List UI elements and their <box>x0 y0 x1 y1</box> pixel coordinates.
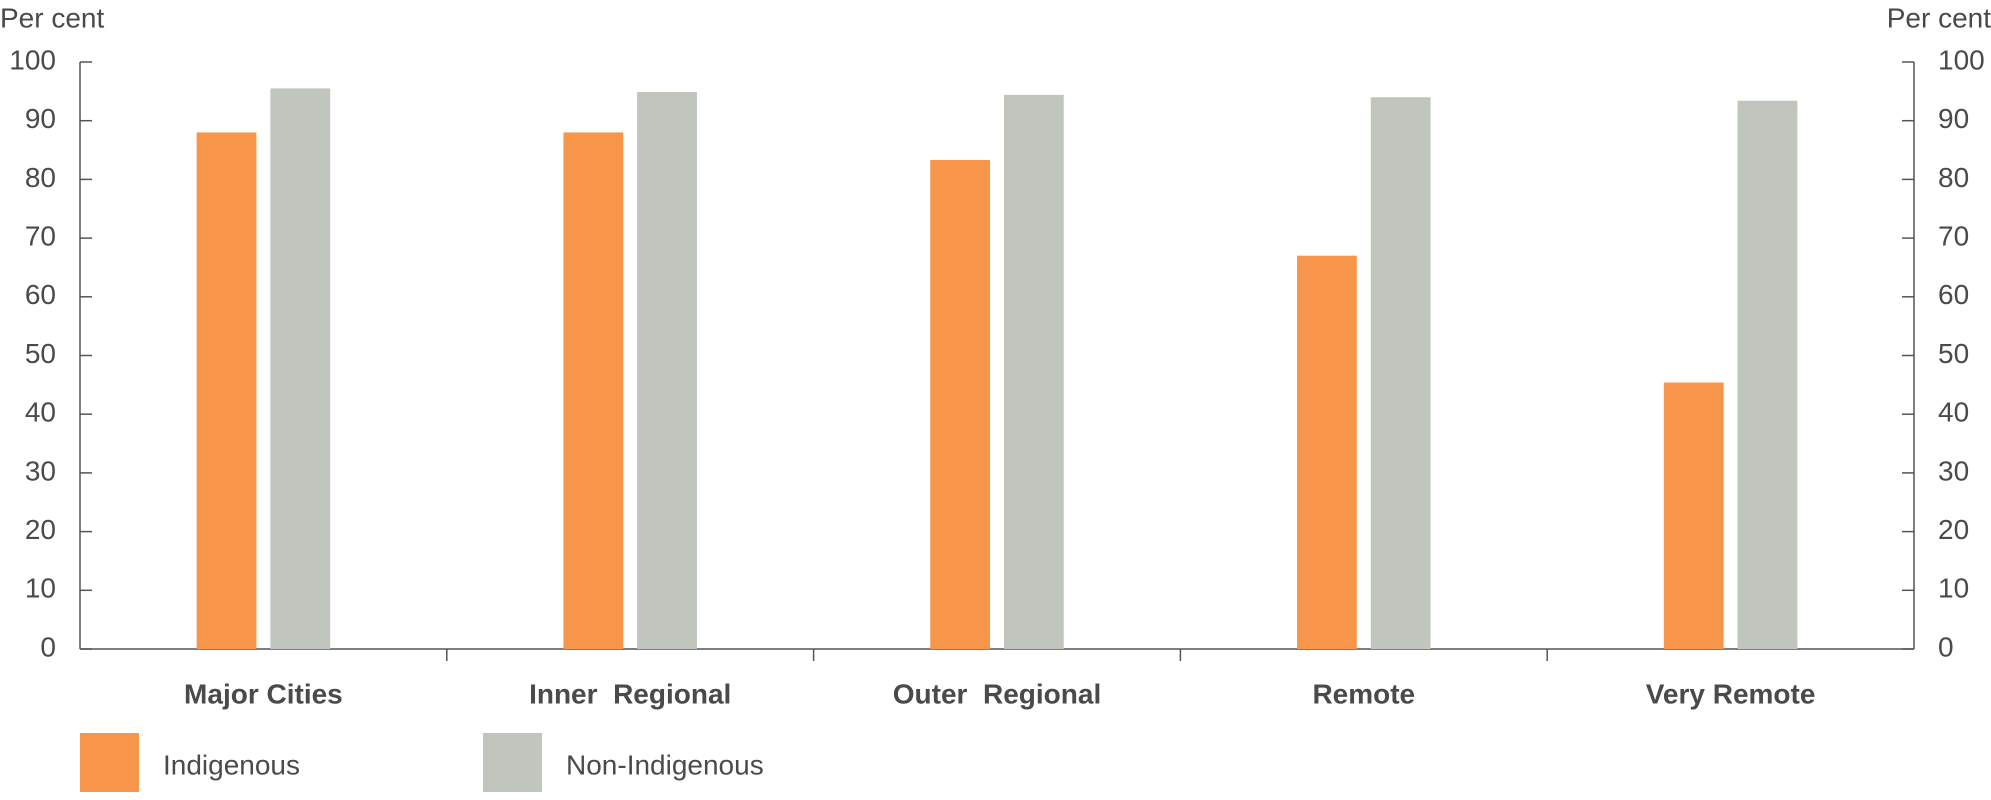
y-tick-label: 10 <box>25 573 56 604</box>
y2-tick-label: 60 <box>1938 279 1969 310</box>
y-tick-label: 40 <box>25 397 56 428</box>
y-tick-label: 50 <box>25 338 56 369</box>
bar <box>270 88 331 650</box>
y-tick-label: 30 <box>25 455 56 486</box>
y2-tick-label: 0 <box>1938 631 1954 662</box>
y2-tick-label: 20 <box>1938 514 1969 545</box>
y2-tick-label: 70 <box>1938 220 1969 251</box>
bar <box>563 132 624 649</box>
bar <box>1663 382 1724 649</box>
y-tick-label: 20 <box>25 514 56 545</box>
y-axis-label: Per cent <box>0 2 104 33</box>
y2-axis-label: Per cent <box>1887 2 1991 33</box>
legend-swatch <box>483 733 542 792</box>
x-tick-label: Remote <box>1312 678 1415 709</box>
y-tick-label: 70 <box>25 220 56 251</box>
y-tick-label: 80 <box>25 162 56 193</box>
y2-tick-label: 30 <box>1938 455 1969 486</box>
bar <box>1370 97 1431 650</box>
bar <box>1737 100 1798 649</box>
bar <box>1003 94 1064 649</box>
legend-label: Indigenous <box>163 749 300 780</box>
y-tick-label: 0 <box>40 631 56 662</box>
bar <box>196 132 257 649</box>
bar <box>930 160 991 650</box>
y-tick-label: 100 <box>9 44 56 75</box>
y2-tick-label: 100 <box>1938 44 1985 75</box>
y-tick-label: 90 <box>25 103 56 134</box>
y2-tick-label: 10 <box>1938 573 1969 604</box>
x-tick-label: Very Remote <box>1646 678 1816 709</box>
legend-swatch <box>80 733 139 792</box>
x-tick-label: Inner Regional <box>529 678 731 709</box>
legend-label: Non-Indigenous <box>566 749 764 780</box>
bar <box>637 91 697 649</box>
y2-tick-label: 80 <box>1938 162 1969 193</box>
y2-tick-label: 50 <box>1938 338 1969 369</box>
y2-tick-label: 40 <box>1938 397 1969 428</box>
bar <box>1297 255 1357 649</box>
y-tick-label: 60 <box>25 279 56 310</box>
x-tick-label: Outer Regional <box>893 678 1101 709</box>
y2-tick-label: 90 <box>1938 103 1969 134</box>
x-tick-label: Major Cities <box>184 678 343 709</box>
